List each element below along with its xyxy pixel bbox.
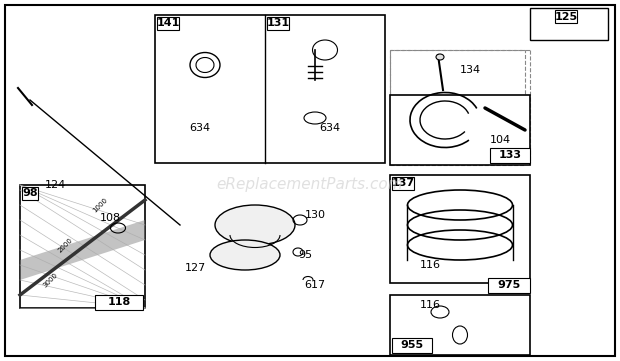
- Text: 1000: 1000: [92, 196, 108, 213]
- Text: 98: 98: [22, 188, 38, 199]
- Text: 131: 131: [267, 18, 290, 29]
- Ellipse shape: [210, 240, 280, 270]
- Ellipse shape: [436, 54, 444, 60]
- Bar: [95, 295, 143, 310]
- Text: 137: 137: [391, 178, 415, 188]
- Bar: [390, 95, 530, 165]
- Text: 127: 127: [184, 263, 206, 273]
- Text: eReplacementParts.com: eReplacementParts.com: [216, 178, 404, 192]
- Text: 975: 975: [497, 280, 521, 290]
- Text: 955: 955: [401, 340, 423, 350]
- Text: 116: 116: [420, 300, 440, 310]
- Bar: [155, 15, 385, 163]
- Text: 118: 118: [107, 297, 131, 307]
- Text: 108: 108: [99, 213, 120, 223]
- Bar: [22, 187, 38, 200]
- Bar: [157, 17, 179, 30]
- Text: 634: 634: [190, 123, 211, 133]
- Text: 116: 116: [420, 260, 440, 270]
- Bar: [392, 338, 432, 353]
- Bar: [490, 148, 530, 163]
- Ellipse shape: [215, 205, 295, 245]
- Bar: [267, 17, 289, 30]
- Bar: [390, 50, 525, 165]
- Text: 130: 130: [304, 210, 326, 220]
- Bar: [20, 185, 145, 308]
- Bar: [530, 8, 608, 40]
- Text: 133: 133: [498, 151, 521, 161]
- Text: 124: 124: [45, 180, 66, 190]
- Polygon shape: [20, 220, 145, 280]
- Text: 617: 617: [304, 280, 326, 290]
- Text: 125: 125: [554, 12, 578, 22]
- Text: 3000: 3000: [42, 271, 58, 288]
- Text: 2000: 2000: [56, 236, 73, 253]
- Bar: [488, 278, 530, 293]
- Bar: [390, 295, 530, 355]
- Text: 104: 104: [489, 135, 510, 145]
- Bar: [392, 177, 414, 190]
- Text: 141: 141: [156, 18, 180, 29]
- Bar: [390, 175, 530, 283]
- Bar: [555, 10, 577, 23]
- Text: 634: 634: [319, 123, 340, 133]
- Text: 95: 95: [298, 250, 312, 260]
- Text: 134: 134: [459, 65, 481, 75]
